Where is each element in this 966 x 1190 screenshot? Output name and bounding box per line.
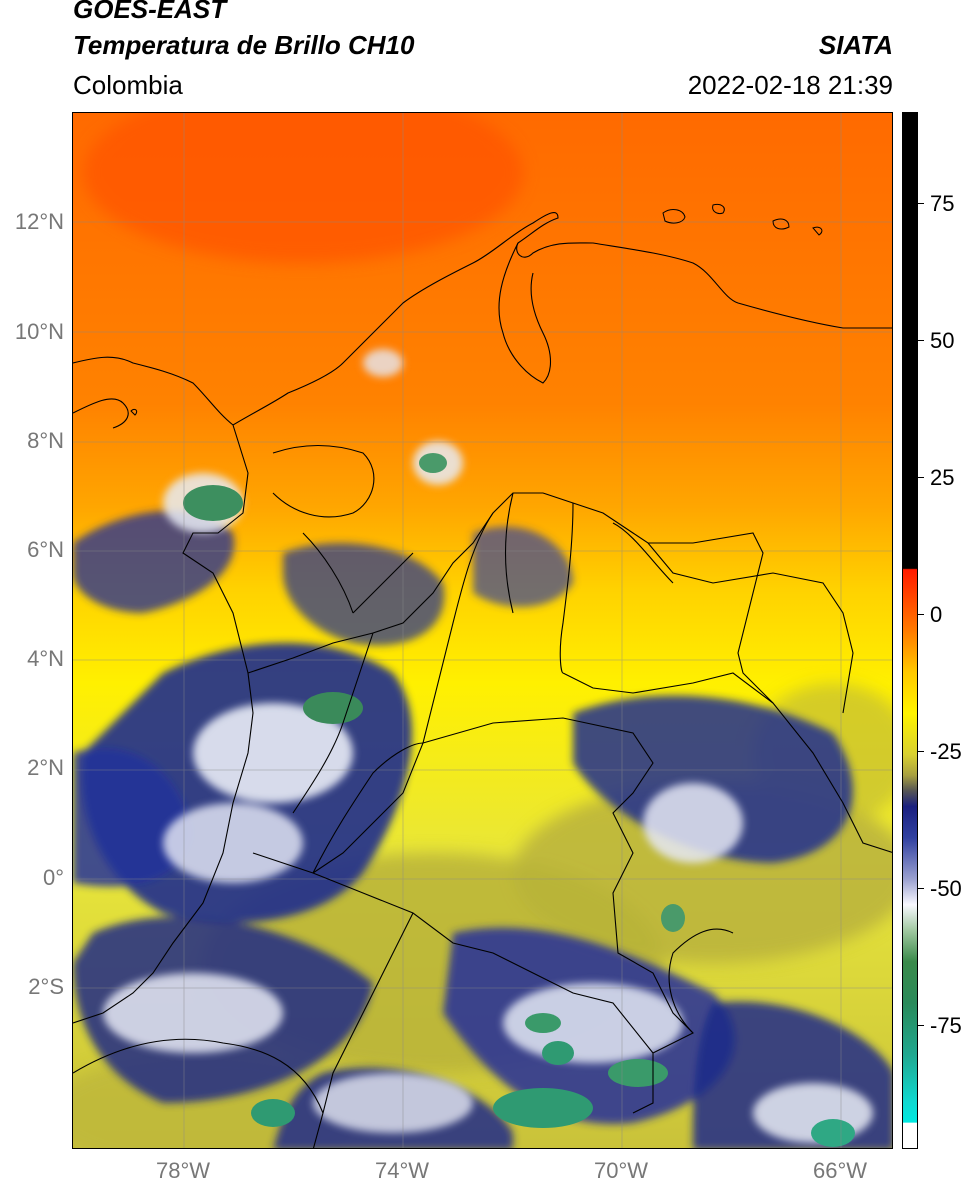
colorbar-label: 75	[930, 191, 955, 216]
brightness-temperature-image	[73, 113, 892, 1148]
product-title: Temperatura de Brillo CH10	[73, 30, 415, 60]
colorbar-tick	[918, 751, 924, 752]
colorbar-label: 0	[930, 602, 943, 627]
colorbar-tick	[918, 340, 924, 341]
lat-label: 4°N	[27, 646, 64, 671]
colorbar-tick	[918, 614, 924, 615]
colorbar-tick	[918, 888, 924, 889]
lat-label: 8°N	[27, 428, 64, 453]
lon-label: 78°W	[155, 1158, 211, 1183]
lon-label: 74°W	[374, 1158, 430, 1183]
agency-label: SIATA	[818, 30, 893, 60]
lat-label: 2°N	[27, 755, 64, 780]
coastlines-and-borders	[73, 212, 892, 1148]
lat-label: 6°N	[27, 537, 64, 562]
temperature-colorbar	[902, 112, 918, 1149]
datetime-label: 2022-02-18 21:39	[687, 70, 893, 100]
lat-label: 0°	[42, 865, 64, 890]
islands	[130, 204, 823, 416]
lat-label: 12°N	[14, 209, 64, 234]
colorbar-tick	[918, 203, 924, 204]
colorbar-label: -25	[930, 739, 962, 764]
lon-label: 66°W	[812, 1158, 868, 1183]
satellite-title: GOES-EAST	[73, 0, 227, 24]
colorbar-label: -50	[930, 876, 962, 901]
colorbar-tick	[918, 477, 924, 478]
satellite-map	[72, 112, 893, 1149]
graticule	[73, 113, 892, 1148]
colorbar-label: -75	[930, 1013, 962, 1038]
colorbar-label: 25	[930, 465, 955, 490]
colorbar-tick	[918, 1025, 924, 1026]
region-label: Colombia	[73, 70, 183, 100]
colorbar-label: 50	[930, 328, 955, 353]
lat-label: 10°N	[14, 319, 64, 344]
lat-label: 2°S	[28, 974, 64, 999]
lon-label: 70°W	[593, 1158, 649, 1183]
